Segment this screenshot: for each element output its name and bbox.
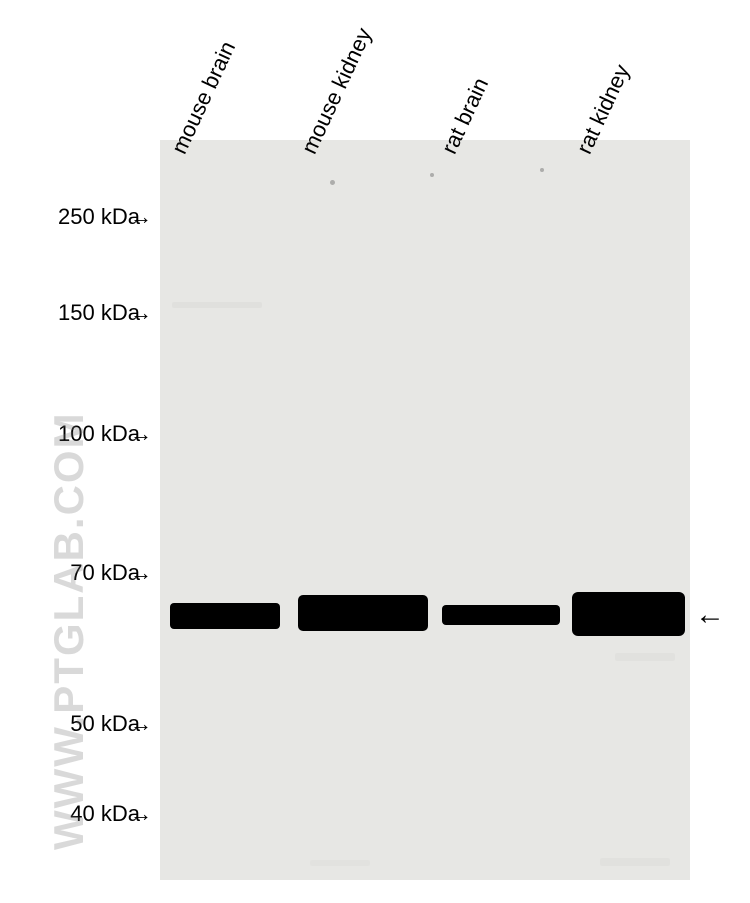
faint-band bbox=[310, 860, 370, 866]
protein-band bbox=[572, 592, 685, 636]
speck bbox=[330, 180, 335, 185]
arrow-icon: → bbox=[130, 711, 152, 737]
protein-band bbox=[298, 595, 428, 631]
western-blot-figure: mouse brain mouse kidney rat brain rat k… bbox=[0, 0, 750, 903]
lane-label-2: mouse kidney bbox=[296, 24, 377, 158]
speck bbox=[430, 173, 434, 177]
speck bbox=[540, 168, 544, 172]
protein-band bbox=[170, 603, 280, 629]
blot-membrane bbox=[160, 140, 690, 880]
arrow-icon: → bbox=[130, 204, 152, 230]
target-band-arrow-icon: ← bbox=[695, 598, 725, 632]
arrow-icon: → bbox=[130, 300, 152, 326]
arrow-icon: → bbox=[130, 560, 152, 586]
arrow-icon: → bbox=[130, 801, 152, 827]
faint-band bbox=[600, 858, 670, 866]
watermark-text: WWW.PTGLAB.COM bbox=[45, 411, 93, 850]
faint-band bbox=[172, 302, 262, 308]
arrow-icon: → bbox=[130, 421, 152, 447]
faint-band bbox=[615, 653, 675, 661]
protein-band bbox=[442, 605, 560, 625]
